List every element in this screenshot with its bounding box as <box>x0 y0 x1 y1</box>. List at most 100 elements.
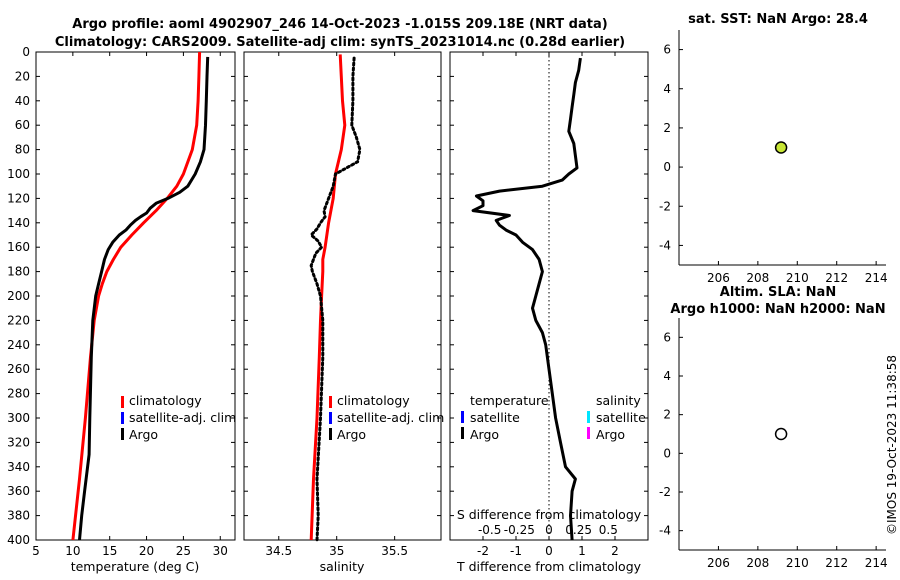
sla-title-line2: Argo h1000: NaN h2000: NaN <box>670 302 885 317</box>
temperature-x-tick-label: 15 <box>102 544 117 558</box>
sst-argo-marker <box>774 141 788 154</box>
sst-x-axis: 206 208 210 212 214 <box>707 261 888 285</box>
s-difference-tick-label: 0 <box>545 523 553 537</box>
legend-s-argo-label: Argo <box>596 427 625 442</box>
salinity-x-tick-label: 35 <box>329 544 344 558</box>
depth-tick-label: 60 <box>15 118 30 132</box>
salinity-legend: climatology satellite-adj. clim Argo <box>329 393 444 442</box>
sla-title-line1: Altim. SLA: NaN <box>720 285 836 300</box>
x-tick-label: 214 <box>865 556 888 570</box>
x-tick-label: 214 <box>865 271 888 285</box>
depth-axis: 0 20 40 60 80 100 120 140 160 180 200 220 240 260 280 3… <box>7 45 648 547</box>
x-tick-label: 212 <box>825 556 848 570</box>
legend-climatology-label: climatology <box>129 393 202 408</box>
temperature-x-tick-label: 5 <box>32 544 40 558</box>
figure-title-line1: Argo profile: aoml 4902907_246 14-Oct-20… <box>72 17 607 32</box>
legend-climatology-swatch <box>121 396 124 408</box>
t-difference-x-tick-label: -2 <box>477 544 489 558</box>
depth-tick-label: 200 <box>7 289 30 303</box>
x-tick-label: 206 <box>707 556 730 570</box>
figure-title-line2: Climatology: CARS2009. Satellite-adj cli… <box>55 35 625 50</box>
depth-tick-label: 120 <box>7 191 30 205</box>
legend-argo-swatch <box>121 428 124 440</box>
legend-argo-label: Argo <box>129 427 158 442</box>
depth-tick-label: 20 <box>15 69 30 83</box>
depth-tick-label: 280 <box>7 387 30 401</box>
salinity-x-tick-label: 34.5 <box>265 544 292 558</box>
legend-satellite-swatch <box>121 412 124 424</box>
depth-tick-label: 360 <box>7 484 30 498</box>
t-difference-x-tick-label: 1 <box>578 544 586 558</box>
salinity-climatology-line <box>309 54 347 541</box>
y-tick-label: 4 <box>663 82 671 96</box>
salinity-argo-line <box>309 56 362 542</box>
y-tick-label: 4 <box>663 369 671 383</box>
legend-t-argo-label: Argo <box>470 427 499 442</box>
imos-watermark: ©IMOS 19-Oct-2023 11:38:58 <box>885 355 899 535</box>
y-tick-label: 2 <box>663 121 671 135</box>
temperature-x-tick-label: 10 <box>65 544 80 558</box>
depth-tick-label: 180 <box>7 265 30 279</box>
x-tick-label: 208 <box>746 271 769 285</box>
depth-tick-label: 80 <box>15 143 30 157</box>
depth-tick-label: 0 <box>22 45 30 59</box>
legend-argo-label: Argo <box>337 427 366 442</box>
t-difference-x-tick-label: -1 <box>510 544 522 558</box>
depth-tick-label: 100 <box>7 167 30 181</box>
temperature-legend: climatology satellite-adj. clim Argo <box>121 393 236 442</box>
legend-satellite-swatch <box>329 412 332 424</box>
depth-tick-label: 380 <box>7 509 30 523</box>
sla-y-axis: 6 4 2 0 -2 -4 <box>659 330 683 538</box>
y-tick-label: 2 <box>663 408 671 422</box>
legend-salinity-heading: salinity <box>596 393 641 408</box>
sla-x-axis: 206 208 210 212 214 <box>707 546 888 570</box>
legend-satellite-label: satellite-adj. clim <box>337 410 444 425</box>
depth-tick-label: 340 <box>7 460 30 474</box>
legend-s-argo-swatch <box>587 427 590 439</box>
y-tick-label: -2 <box>659 199 671 213</box>
t-difference-x-axis: -2 -1 0 1 2 <box>477 52 619 558</box>
legend-satellite-label: satellite-adj. clim <box>129 410 236 425</box>
x-tick-label: 210 <box>786 271 809 285</box>
y-tick-label: 0 <box>663 160 671 174</box>
depth-tick-label: 240 <box>7 338 30 352</box>
sst-y-axis: 6 4 2 0 -2 -4 <box>659 43 683 252</box>
s-difference-tick-label: 0.5 <box>599 523 618 537</box>
salinity-x-axis: 34.5 35 35.5 <box>265 52 408 558</box>
sla-argo-marker <box>774 427 788 441</box>
temperature-xlabel: temperature (deg C) <box>71 559 200 574</box>
temperature-climatology-line <box>71 51 202 541</box>
temperature-x-tick-label: 25 <box>176 544 191 558</box>
legend-climatology-label: climatology <box>337 393 410 408</box>
difference-legend: temperature satellite Argo salinity sate… <box>461 393 646 442</box>
x-tick-label: 206 <box>707 271 730 285</box>
x-tick-label: 210 <box>786 556 809 570</box>
y-tick-label: -4 <box>659 238 671 252</box>
s-difference-label: S difference from climatology <box>457 507 642 522</box>
salinity-xlabel: salinity <box>320 559 365 574</box>
temperature-argo-line <box>78 56 210 541</box>
x-tick-label: 208 <box>746 556 769 570</box>
temperature-x-axis: 5 10 15 20 25 30 <box>32 52 228 558</box>
y-tick-label: -2 <box>659 485 671 499</box>
depth-tick-label: 40 <box>15 94 30 108</box>
y-tick-label: 0 <box>663 446 671 460</box>
depth-tick-label: 400 <box>7 533 30 547</box>
depth-tick-label: 140 <box>7 216 30 230</box>
s-difference-tick-label: 0.25 <box>565 523 592 537</box>
s-difference-axis: -0.5 -0.25 0 0.25 0.5 <box>478 523 618 537</box>
temperature-x-tick-label: 20 <box>139 544 154 558</box>
depth-tick-label: 320 <box>7 435 30 449</box>
y-tick-label: 6 <box>663 43 671 57</box>
legend-t-argo-swatch <box>461 427 464 439</box>
legend-climatology-swatch <box>329 396 332 408</box>
x-tick-label: 212 <box>825 271 848 285</box>
depth-tick-label: 220 <box>7 313 30 327</box>
y-tick-label: -4 <box>659 524 671 538</box>
t-difference-x-tick-label: 0 <box>545 544 553 558</box>
legend-t-satellite-label: satellite <box>470 410 520 425</box>
legend-s-satellite-swatch <box>587 411 590 423</box>
t-difference-x-tick-label: 2 <box>611 544 619 558</box>
salinity-panel-frame <box>243 51 442 541</box>
temperature-x-tick-label: 30 <box>213 544 228 558</box>
